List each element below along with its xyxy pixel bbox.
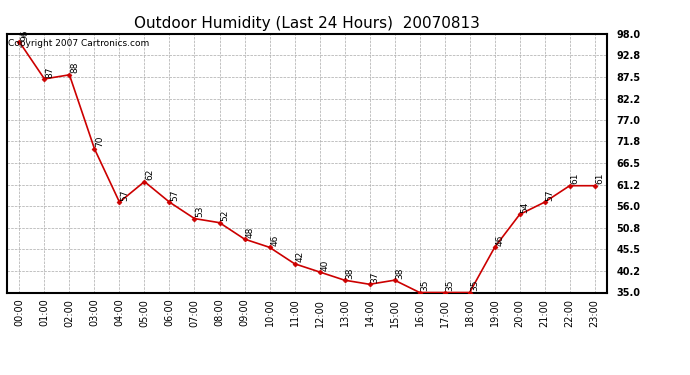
Text: 57: 57 [170, 189, 179, 201]
Text: 46: 46 [495, 234, 504, 246]
Text: 52: 52 [221, 210, 230, 221]
Text: 53: 53 [195, 206, 204, 217]
Text: 35: 35 [446, 280, 455, 291]
Text: 96: 96 [21, 29, 30, 40]
Text: 35: 35 [471, 280, 480, 291]
Text: 88: 88 [70, 62, 79, 74]
Title: Outdoor Humidity (Last 24 Hours)  20070813: Outdoor Humidity (Last 24 Hours) 2007081… [134, 16, 480, 31]
Text: 61: 61 [595, 173, 604, 184]
Text: 37: 37 [371, 272, 380, 283]
Text: 48: 48 [246, 226, 255, 238]
Text: 87: 87 [46, 66, 55, 78]
Text: 61: 61 [571, 173, 580, 184]
Text: 38: 38 [395, 267, 404, 279]
Text: 57: 57 [546, 189, 555, 201]
Text: 46: 46 [270, 234, 279, 246]
Text: 54: 54 [521, 202, 530, 213]
Text: Copyright 2007 Cartronics.com: Copyright 2007 Cartronics.com [8, 39, 149, 48]
Text: 62: 62 [146, 169, 155, 180]
Text: 35: 35 [421, 280, 430, 291]
Text: 42: 42 [295, 251, 304, 262]
Text: 57: 57 [121, 189, 130, 201]
Text: 38: 38 [346, 267, 355, 279]
Text: 40: 40 [321, 259, 330, 271]
Text: 70: 70 [95, 136, 104, 147]
